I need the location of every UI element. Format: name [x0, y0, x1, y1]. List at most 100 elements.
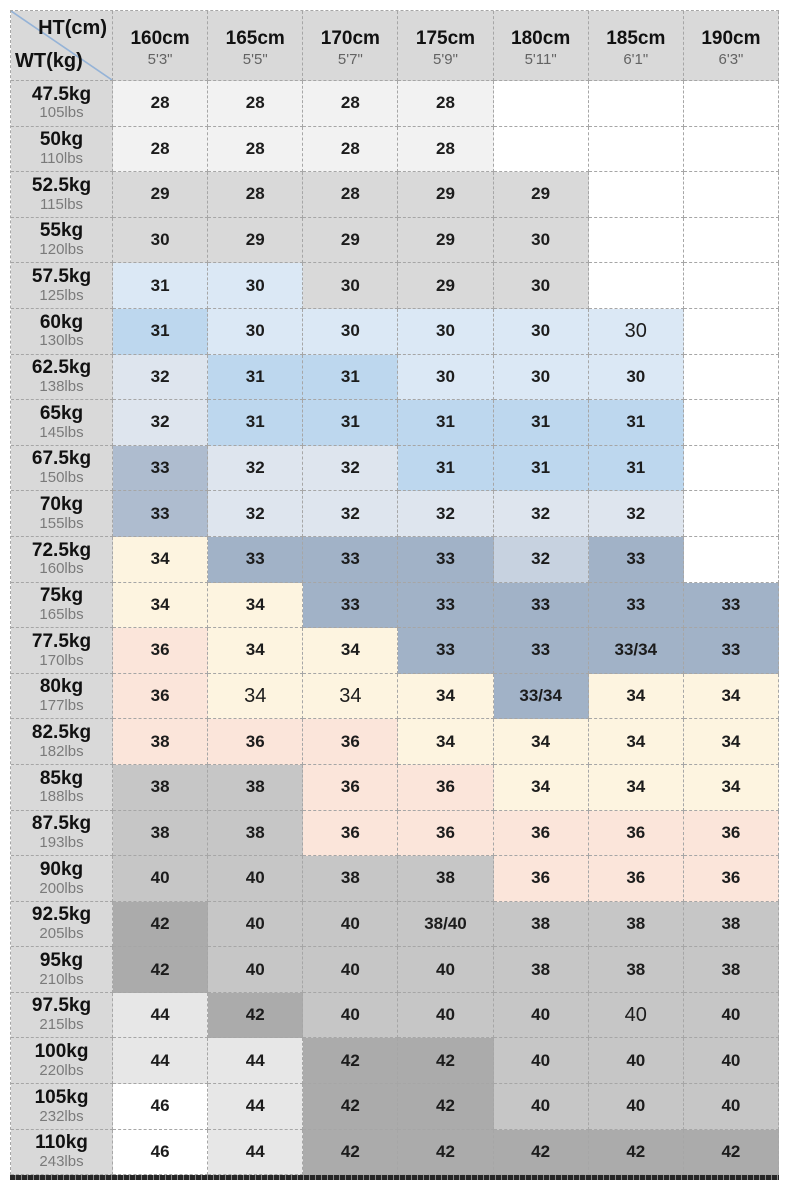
size-cell: 31 — [493, 445, 589, 492]
size-cell: 33 — [398, 582, 494, 629]
size-cell: 42 — [683, 1129, 779, 1176]
row-header-lbs: 200lbs — [39, 879, 84, 897]
row-header-97.5kg: 97.5kg 215lbs — [11, 992, 113, 1039]
row-header-110kg: 110kg 243lbs — [11, 1129, 113, 1176]
size-cell: 31 — [113, 308, 209, 355]
size-cell: 30 — [113, 217, 209, 264]
size-cell: 32 — [588, 491, 684, 537]
size-cell — [683, 308, 779, 355]
size-cell: 33 — [398, 536, 494, 583]
size-cell: 28 — [303, 126, 399, 173]
row-header-kg: 70kg — [39, 493, 84, 515]
row-header-kg: 47.5kg — [31, 83, 92, 105]
row-header-lbs: 130lbs — [39, 332, 84, 350]
row-header-lbs: 220lbs — [39, 1061, 84, 1079]
size-cell: 38 — [113, 719, 209, 765]
size-cell: 28 — [398, 126, 494, 173]
size-cell — [493, 126, 589, 173]
size-cell: 31 — [588, 445, 684, 492]
row-header-kg: 65kg — [39, 402, 84, 424]
size-cell: 38 — [493, 901, 589, 948]
size-cell: 38 — [493, 947, 589, 993]
size-cell: 33 — [683, 582, 779, 629]
size-cell — [683, 491, 779, 537]
size-cell — [683, 172, 779, 218]
size-cell: 36 — [113, 673, 209, 720]
size-cell: 28 — [303, 81, 399, 127]
row-header-lbs: 138lbs — [39, 378, 84, 396]
size-cell: 38 — [303, 856, 399, 902]
size-cell — [683, 354, 779, 401]
col-header-cm: 175cm — [415, 27, 476, 49]
size-cell: 30 — [493, 354, 589, 401]
size-cell: 36 — [588, 856, 684, 902]
size-cell — [683, 217, 779, 264]
size-cell: 30 — [398, 308, 494, 355]
size-cell: 40 — [588, 992, 684, 1039]
size-cell: 32 — [398, 491, 494, 537]
size-cell: 34 — [113, 582, 209, 629]
col-header-ft: 5'7" — [337, 50, 363, 68]
size-cell: 30 — [588, 354, 684, 401]
size-cell: 29 — [303, 217, 399, 264]
size-cell: 31 — [588, 400, 684, 446]
size-cell: 33 — [208, 536, 304, 583]
row-header-lbs: 145lbs — [39, 423, 84, 441]
size-cell — [588, 81, 684, 127]
size-cell: 32 — [208, 491, 304, 537]
col-header-175cm: 175cm 5'9" — [398, 11, 494, 81]
row-header-lbs: 155lbs — [39, 514, 84, 532]
row-header-85kg: 85kg 188lbs — [11, 764, 113, 811]
weight-axis-label: WT(kg) — [15, 50, 83, 72]
size-cell: 34 — [208, 628, 304, 674]
size-cell: 36 — [303, 764, 399, 811]
size-cell: 38 — [113, 764, 209, 811]
size-cell: 40 — [683, 1038, 779, 1085]
size-cell: 40 — [208, 856, 304, 902]
row-header-77.5kg: 77.5kg 170lbs — [11, 628, 113, 674]
size-cell: 44 — [208, 1129, 304, 1176]
row-header-67.5kg: 67.5kg 150lbs — [11, 445, 113, 492]
row-header-105kg: 105kg 232lbs — [11, 1084, 113, 1130]
size-cell: 36 — [303, 719, 399, 765]
size-cell: 46 — [113, 1084, 209, 1130]
size-cell: 29 — [398, 217, 494, 264]
size-cell: 36 — [588, 810, 684, 857]
size-cell: 34 — [683, 764, 779, 811]
size-cell — [683, 126, 779, 173]
size-cell: 38 — [683, 901, 779, 948]
size-cell: 42 — [493, 1129, 589, 1176]
col-header-165cm: 165cm 5'5" — [208, 11, 304, 81]
size-cell: 38 — [588, 901, 684, 948]
size-cell: 32 — [303, 491, 399, 537]
size-cell: 42 — [398, 1084, 494, 1130]
size-cell: 40 — [588, 1038, 684, 1085]
size-cell: 40 — [208, 947, 304, 993]
size-cell: 30 — [303, 308, 399, 355]
size-cell: 29 — [398, 172, 494, 218]
size-cell — [588, 217, 684, 264]
size-cell: 40 — [208, 901, 304, 948]
row-header-lbs: 193lbs — [39, 833, 84, 851]
size-cell: 38 — [683, 947, 779, 993]
row-header-kg: 82.5kg — [31, 721, 92, 743]
size-cell — [683, 445, 779, 492]
size-cell: 42 — [113, 947, 209, 993]
size-cell: 33 — [303, 536, 399, 583]
size-cell: 33 — [113, 445, 209, 492]
size-cell: 33 — [303, 582, 399, 629]
height-axis-label: HT(cm) — [38, 17, 107, 39]
row-header-lbs: 243lbs — [39, 1153, 84, 1171]
row-header-lbs: 115lbs — [39, 195, 84, 213]
size-cell: 34 — [683, 673, 779, 720]
size-cell: 40 — [683, 1084, 779, 1130]
row-header-lbs: 105lbs — [39, 104, 84, 122]
size-cell: 32 — [113, 354, 209, 401]
size-cell: 33 — [588, 582, 684, 629]
row-header-kg: 80kg — [39, 676, 84, 698]
row-header-lbs: 215lbs — [39, 1016, 84, 1034]
col-header-ft: 5'5" — [242, 50, 268, 68]
size-cell: 33 — [683, 628, 779, 674]
row-header-kg: 85kg — [39, 767, 84, 789]
row-header-lbs: 150lbs — [39, 469, 84, 487]
